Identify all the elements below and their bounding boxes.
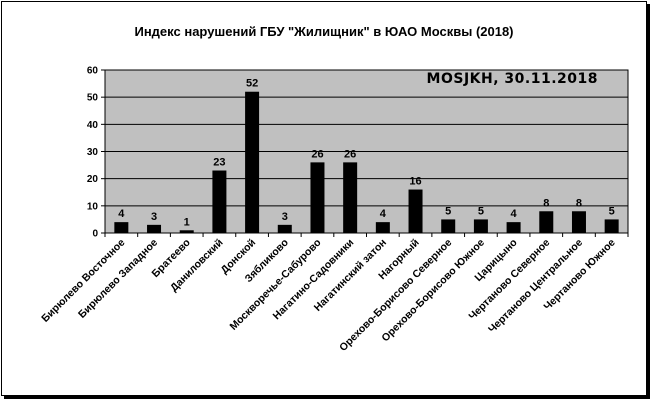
data-label: 26: [311, 148, 323, 160]
bar: [212, 170, 227, 233]
data-label: 3: [151, 211, 157, 223]
data-label: 4: [511, 208, 518, 220]
bar: [506, 222, 521, 233]
chart-annotation: MOSJKH, 30.11.2018: [427, 71, 598, 87]
chart-title: Индекс нарушений ГБУ "Жилищник" в ЮАО Мо…: [134, 24, 513, 39]
bar: [408, 189, 423, 233]
bars: [114, 91, 619, 233]
data-label: 16: [409, 176, 421, 188]
bar: [571, 211, 586, 233]
bar: [375, 222, 390, 233]
y-tick-label: 50: [87, 93, 99, 104]
data-label: 4: [118, 208, 125, 220]
data-label: 8: [543, 197, 549, 209]
data-label: 3: [282, 211, 288, 223]
data-labels: 4 3 1 23 52 3 26 26 4 16 5 5 4 8 8 5: [118, 78, 614, 229]
data-label: 26: [344, 148, 356, 160]
data-label: 8: [576, 197, 582, 209]
y-tick-label: 30: [87, 147, 99, 158]
bar: [473, 219, 488, 233]
y-tick-label: 40: [87, 120, 99, 131]
grid-lines: [105, 69, 628, 207]
data-label: 5: [445, 205, 451, 217]
y-tick-label: 10: [87, 201, 99, 212]
data-label: 52: [246, 78, 258, 90]
bar: [343, 162, 358, 233]
bar: [147, 224, 162, 233]
data-label: 1: [184, 216, 190, 228]
y-tick-label: 0: [92, 229, 98, 240]
bar: [310, 162, 325, 233]
y-tick-label: 20: [87, 174, 99, 185]
bar: [245, 91, 260, 233]
bar: [179, 230, 194, 233]
y-axis: 0 10 20 30 40 50 60: [87, 66, 106, 240]
bar: [114, 222, 129, 233]
bar: [539, 211, 554, 233]
bar: [604, 219, 619, 233]
data-label: 5: [609, 205, 615, 217]
data-label: 23: [213, 157, 225, 169]
data-label: 4: [380, 208, 387, 220]
y-tick-label: 60: [87, 66, 99, 77]
bar: [441, 219, 456, 233]
bar: [277, 224, 292, 233]
data-label: 5: [478, 205, 484, 217]
